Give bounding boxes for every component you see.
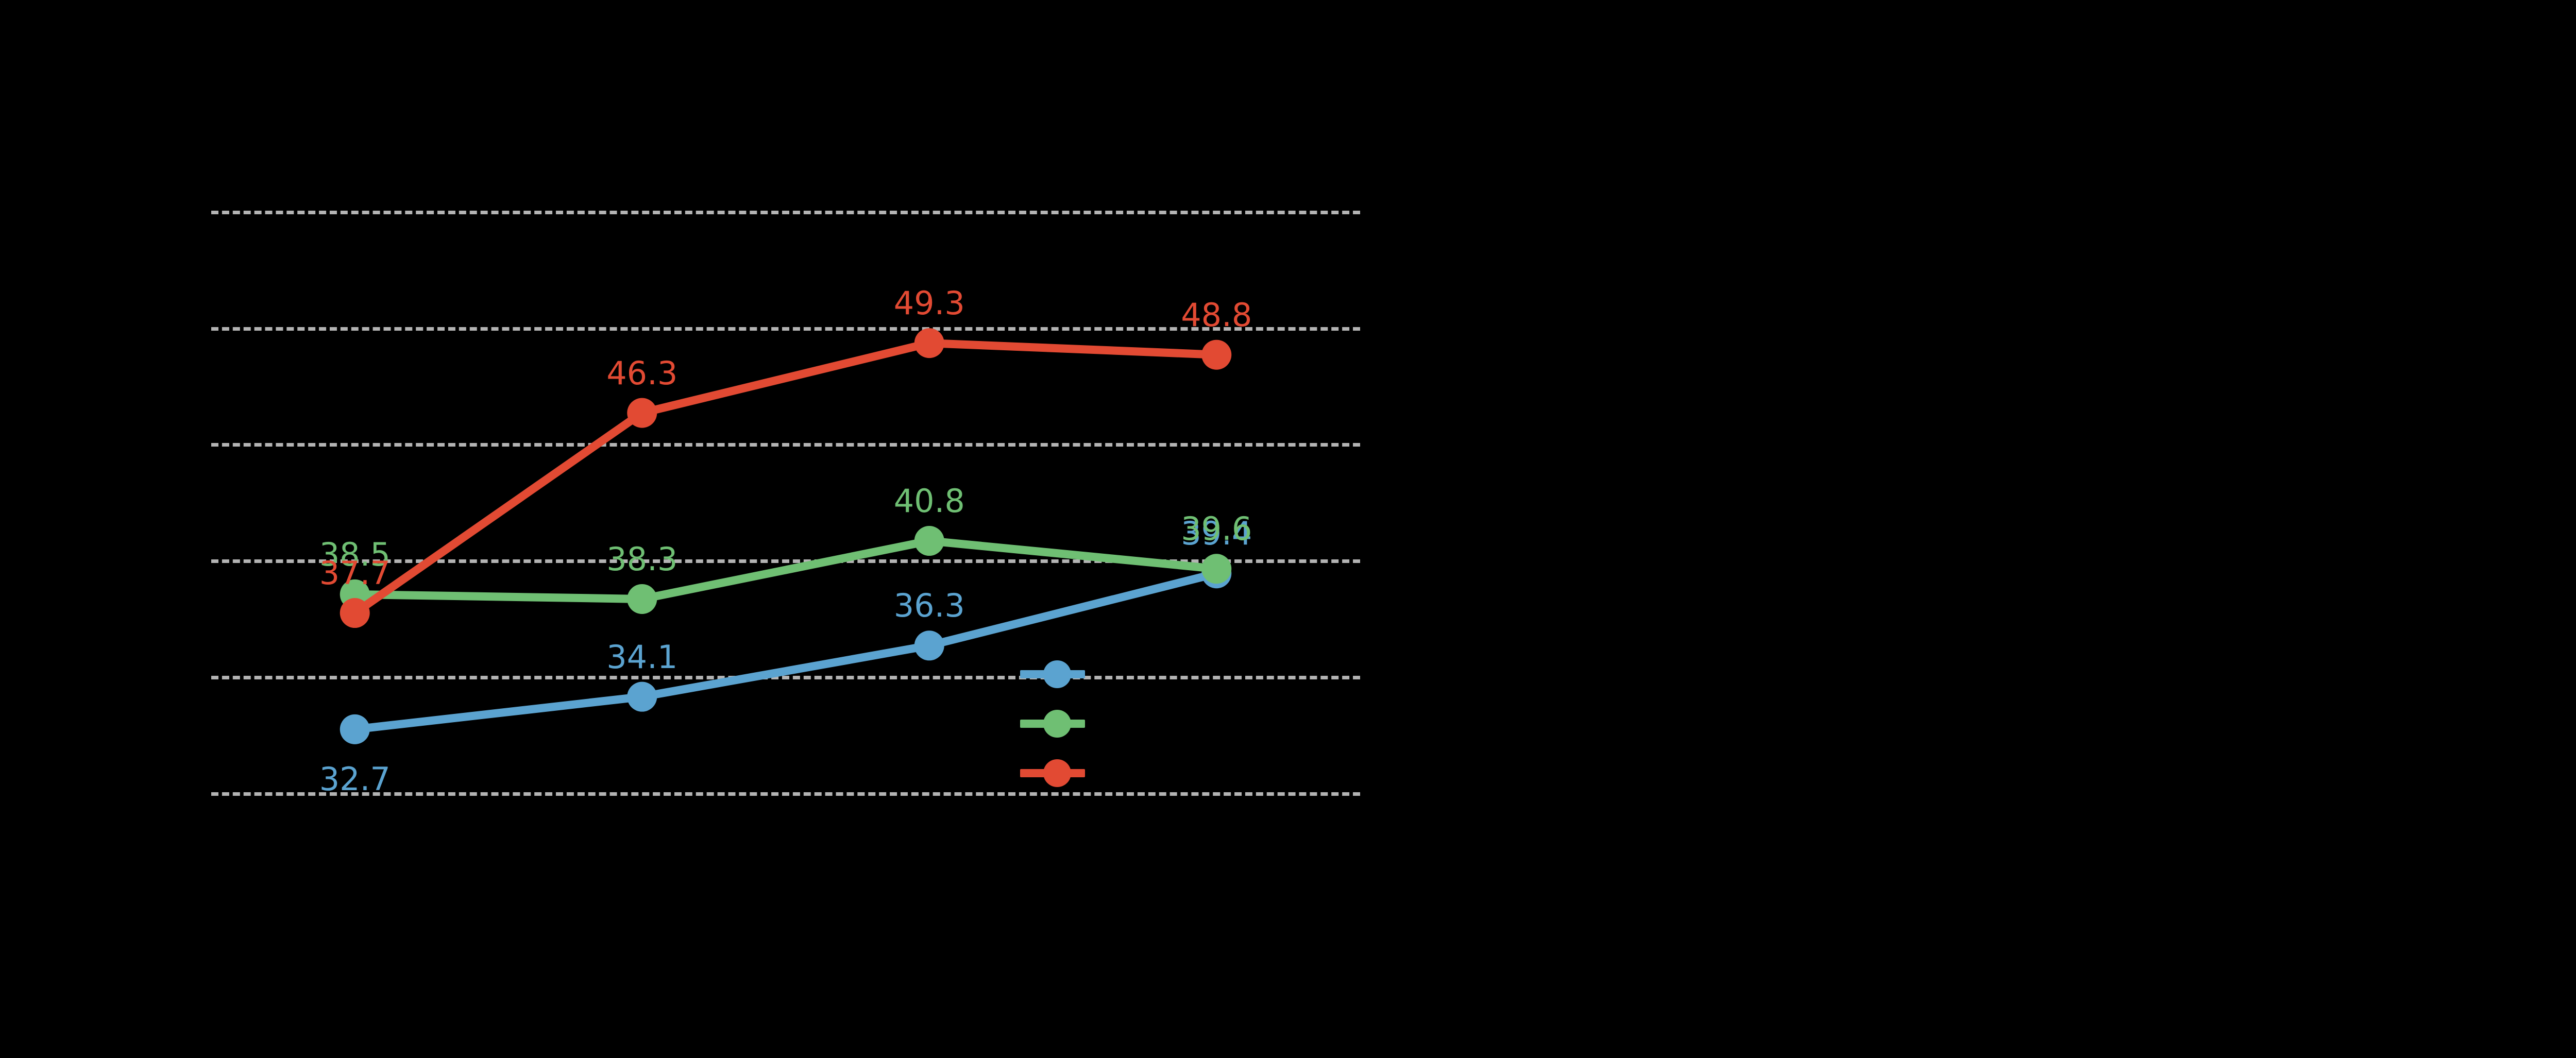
data-point-label: 39.6 [1181,510,1252,548]
gridline [211,559,1360,564]
data-point-label: 34.1 [606,638,678,676]
chart-panel-left: 32.7 34.1 36.3 39.4 38.5 38.3 40.8 39.6 37.7 46.3… [160,117,1360,815]
data-point-marker[interactable] [627,681,657,712]
legend-marker-green-icon [1043,710,1071,738]
data-point-marker[interactable] [914,328,944,359]
data-point-marker[interactable] [914,630,944,661]
data-point-label: 38.3 [606,540,678,578]
data-point-label: 39.4 [1181,515,1252,553]
legend-marker-red-icon [1043,759,1071,787]
data-point-label: 37.7 [319,554,391,592]
chart-panel-right: 34.537.239.840.740.441.243.142.348.853.4… [1357,0,2576,1058]
data-point-marker[interactable] [914,526,944,556]
data-point-label: 32.7 [319,760,391,798]
data-point-label: 36.3 [893,587,965,625]
y-tick-label: 50 [160,312,191,340]
series-line-red [350,339,1221,618]
y-tick-label: 40 [160,545,191,573]
y-tick-label: 45 [160,429,191,457]
data-point-marker[interactable] [1201,339,1232,370]
y-tick-label: 30 [160,777,191,806]
gridline [211,443,1360,447]
legend-marker-blue-icon [1043,660,1071,688]
series-green [340,526,1232,614]
series-red [340,328,1232,628]
series-line-green [350,537,1221,603]
series-lines-left [340,328,1232,744]
data-point-marker[interactable] [627,584,657,614]
plot-area-left: 32.7 34.1 36.3 39.4 38.5 38.3 40.8 39.6 37.7 46.3… [211,117,1360,815]
y-tick-label: 55 [160,196,191,224]
data-point-marker[interactable] [340,598,370,628]
data-point-label: 48.8 [1181,296,1252,334]
data-point-label: 49.3 [893,284,965,322]
gridline [211,676,1360,679]
data-point-marker[interactable] [340,714,370,744]
series-line-blue [350,569,1221,733]
series-blue [340,558,1232,744]
gridline [211,792,1360,796]
data-point-marker[interactable] [627,398,657,428]
data-point-label: 38.5 [319,535,391,573]
y-tick-label: 35 [160,661,191,689]
gridline [211,210,1360,214]
data-point-label: 40.8 [893,482,965,520]
data-point-label: 46.3 [606,354,678,392]
data-point-marker[interactable] [1201,554,1232,584]
gridline [211,327,1360,331]
